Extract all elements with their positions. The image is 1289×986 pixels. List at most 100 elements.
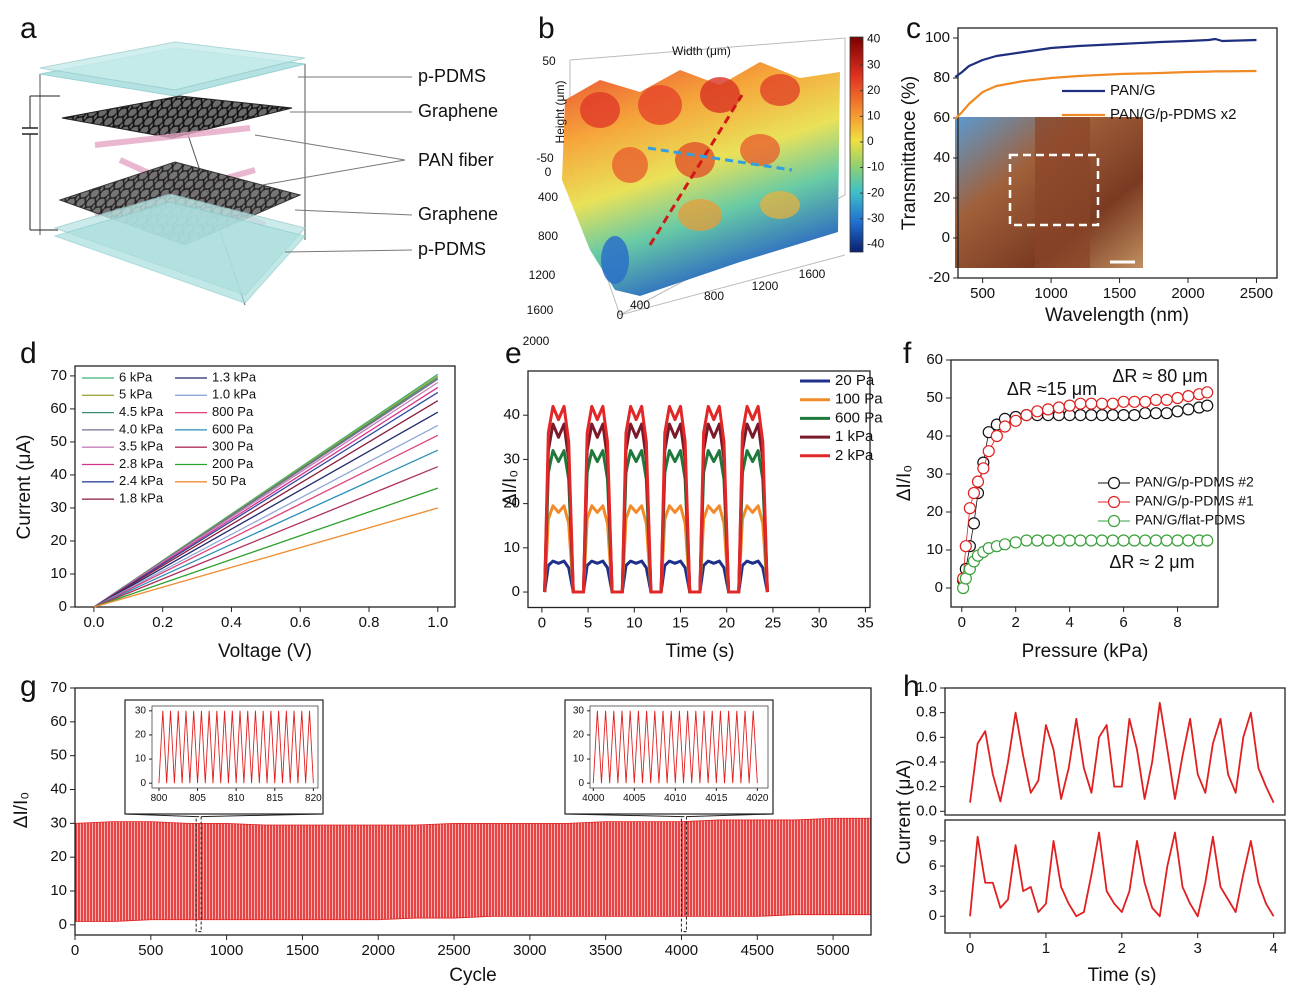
data-line	[93, 487, 439, 608]
layer-label: p-PDMS	[418, 66, 486, 86]
x-tick-label: 0.8	[359, 614, 380, 631]
y-axis-label: Transmittance (%)	[899, 76, 920, 231]
x-tick-label: 1500	[286, 942, 319, 959]
data-point	[1128, 534, 1141, 547]
y-tick-label: 10	[503, 539, 520, 556]
data-point	[1160, 534, 1173, 547]
data-point	[1139, 534, 1152, 547]
photo-inset	[955, 117, 1143, 268]
data-point	[1171, 391, 1184, 405]
colorbar-tick-label: -30	[867, 211, 885, 225]
y-tick-label: 80	[933, 69, 950, 86]
data-line	[93, 449, 439, 608]
z-tick-label: -50	[536, 151, 554, 165]
x-tick-label: 1500	[1103, 285, 1136, 302]
x-tick-label: 1200	[752, 279, 779, 293]
y-tick-label: 800	[538, 229, 558, 243]
data-point	[998, 420, 1012, 433]
legend-label: 100 Pa	[835, 391, 883, 408]
x-tick-label: 2	[1118, 940, 1126, 957]
y-tick-label: 0	[140, 778, 146, 789]
x-tick-label: 4015	[705, 793, 728, 804]
legend-label: 1.3 kPa	[212, 369, 257, 384]
x-tick-label: 3000	[513, 942, 546, 959]
y-tick-label: 3	[929, 882, 937, 899]
legend-label: PAN/G/p-PDMS #1	[1135, 493, 1254, 509]
x-tick-label: 4020	[746, 793, 769, 804]
x-tick-label: 0.2	[152, 614, 173, 631]
x-tick-label: 5	[584, 615, 592, 632]
y-tick-label: 60	[933, 109, 950, 126]
x-tick-label: 0	[958, 614, 966, 631]
data-point	[990, 429, 1003, 443]
x-tick-label: 0	[966, 940, 974, 957]
data-point	[959, 540, 972, 553]
data-line	[93, 466, 439, 608]
data-line	[543, 504, 769, 594]
x-tick-label: 0.4	[221, 614, 242, 631]
data-line	[543, 449, 769, 594]
x-tick-label: 3500	[589, 942, 622, 959]
data-point	[1052, 401, 1065, 414]
data-point	[977, 462, 990, 475]
axis-label: Height (μm)	[553, 81, 567, 144]
data-line	[93, 411, 439, 608]
data-line	[93, 400, 439, 608]
data-line	[93, 386, 439, 608]
data-point	[1020, 534, 1033, 547]
y-tick-label: 0	[929, 907, 937, 924]
legend-label: 3.5 kPa	[119, 439, 164, 454]
colorbar-tick-label: 10	[867, 109, 881, 123]
y-tick-label: 40	[926, 427, 943, 444]
legend-label: PAN/G/flat-PDMS	[1135, 512, 1245, 528]
axis-label: Width (μm)	[672, 44, 731, 58]
panel-label: g	[20, 670, 37, 703]
y-tick-label: 50	[50, 433, 67, 450]
data-point	[1117, 395, 1130, 408]
y-tick-label: 0.6	[916, 728, 937, 745]
legend-label: 20 Pa	[835, 372, 875, 389]
data-point	[1139, 395, 1152, 408]
x-tick-label: 5000	[816, 942, 849, 959]
y-tick-label: 40	[933, 149, 950, 166]
legend-label: 600 Pa	[835, 409, 883, 426]
layer-label: p-PDMS	[418, 239, 486, 259]
x-tick-label: 2	[1012, 614, 1020, 631]
legend-label: 300 Pa	[212, 439, 254, 454]
y-tick-label: 0	[935, 579, 943, 596]
y-tick-label: -20	[928, 269, 950, 286]
data-point	[1074, 534, 1087, 547]
diagram-a: a p-PDMS Graphene PAN fiber Graphene p-P…	[20, 12, 498, 306]
data-line	[93, 381, 439, 608]
data-point	[1041, 534, 1055, 547]
y-tick-label: 0	[59, 916, 67, 933]
data-point	[1009, 414, 1022, 427]
legend-label: 2.4 kPa	[119, 473, 164, 488]
y-tick-label: 70	[50, 679, 67, 696]
axis-frame	[527, 370, 871, 609]
data-point	[1020, 409, 1033, 422]
y-tick-label: 30	[50, 814, 67, 831]
x-tick-label: 6	[1119, 614, 1127, 631]
y-axis-label: ΔI/I₀	[894, 465, 915, 501]
legend-label: 200 Pa	[212, 456, 254, 471]
axis-frame	[74, 365, 456, 608]
data-point	[1182, 534, 1195, 547]
legend-label: 1.8 kPa	[119, 491, 164, 506]
x-axis-label: Pressure (kPa)	[1022, 641, 1149, 662]
x-tick-label: 2500	[437, 942, 470, 959]
y-axis-label: Current (μA)	[894, 760, 915, 865]
y-tick-label: 20	[933, 189, 950, 206]
z-tick-label: 50	[542, 54, 556, 68]
data-point	[1149, 393, 1163, 406]
data-line	[93, 434, 439, 608]
x-tick-label: 2000	[362, 942, 395, 959]
data-point	[1117, 409, 1130, 422]
x-tick-label: 30	[811, 615, 828, 632]
colorbar-tick-label: -10	[867, 160, 885, 174]
x-tick-label: 2500	[1240, 285, 1273, 302]
x-tick-label: 4010	[664, 793, 687, 804]
legend-label: 800 Pa	[212, 404, 254, 419]
panel-label: b	[538, 12, 555, 45]
